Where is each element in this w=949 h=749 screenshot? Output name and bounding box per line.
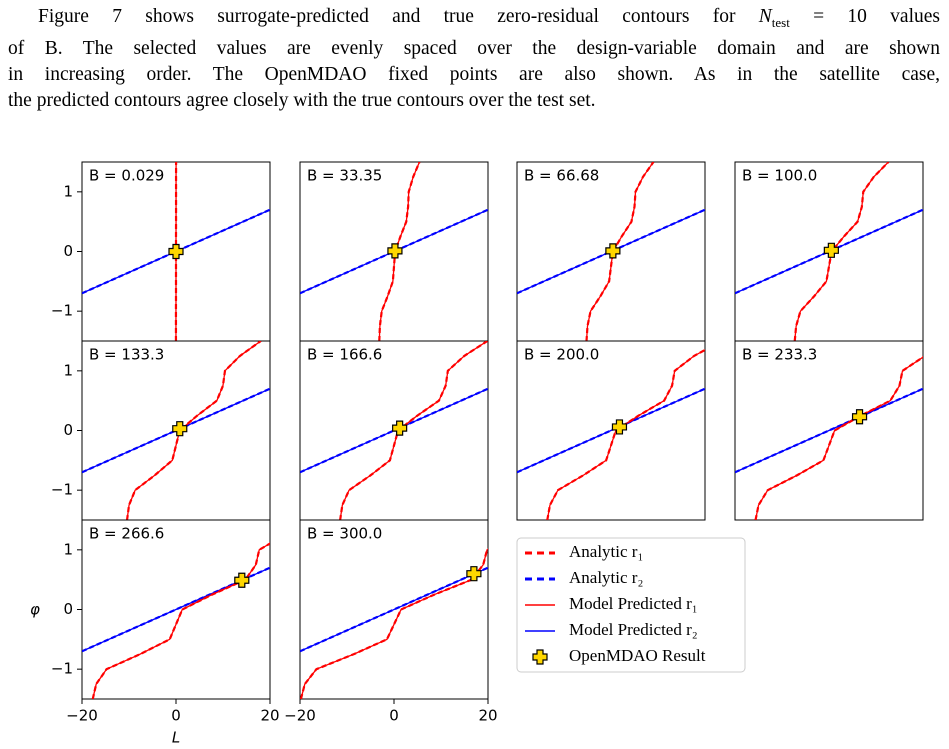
plot-area (517, 162, 705, 341)
y-tick-label: 1 (63, 361, 73, 379)
y-tick-label: 1 (63, 540, 73, 558)
y-tick-label: −1 (51, 660, 73, 678)
plot-area (82, 542, 270, 699)
fixed-point-marker (387, 243, 403, 259)
plot-area (82, 341, 270, 520)
fixed-point-marker (392, 420, 408, 436)
fixed-point-marker (168, 243, 184, 260)
fixed-point-marker (611, 419, 628, 435)
y-tick-label: 0 (63, 421, 73, 439)
fixed-point-marker (234, 572, 250, 588)
predicted-r1-line (92, 542, 270, 699)
plot-area (735, 355, 923, 520)
panel-title: B = 166.6 (307, 346, 382, 364)
panel: B = 233.3 (734, 340, 924, 521)
y-tick-label: −1 (51, 302, 73, 320)
y-tick-label: 0 (63, 600, 73, 618)
text-line: of B. The selected values are evenly spa… (8, 37, 940, 59)
panel-title: B = 300.0 (307, 525, 382, 543)
fixed-point-marker (605, 243, 621, 259)
panel: B = 66.68 (516, 161, 706, 342)
panel-title: B = 100.0 (742, 167, 817, 185)
y-tick-label: 0 (63, 242, 73, 260)
x-tick-label: 0 (171, 707, 181, 725)
legend-label: OpenMDAO Result (569, 646, 706, 665)
math-subscript: test (771, 14, 790, 30)
text: Figure 7 shows surrogate-predicted and t… (38, 6, 759, 27)
panel: B = 33.35 (299, 161, 489, 342)
predicted-r1-line (300, 548, 488, 699)
panel: B = 0.029 −1 0 1 (51, 161, 271, 342)
legend-label: Model Predicted r₁ (569, 594, 698, 613)
y-tick-label: 1 (63, 182, 73, 200)
x-axis-label: L (172, 729, 180, 747)
panel: B = 166.6 (299, 340, 489, 521)
legend-frame (516, 537, 746, 673)
panel-title: B = 133.3 (89, 346, 164, 364)
fixed-point-marker (823, 242, 839, 258)
plot-area (300, 341, 488, 520)
y-tick-label: −1 (51, 481, 73, 499)
plot-area (82, 162, 270, 341)
predicted-r2-line (300, 567, 488, 652)
x-tick-label: −20 (66, 707, 98, 725)
text: = 10 values (789, 6, 940, 27)
panel-title: B = 233.3 (742, 346, 817, 364)
panel: B = 100.0 (734, 161, 924, 342)
x-tick-label: 20 (260, 707, 279, 725)
predicted-r2-line (517, 388, 705, 473)
x-tick-label: 20 (478, 707, 497, 725)
fixed-point-marker (172, 421, 188, 437)
y-axis-label: φ (30, 601, 40, 619)
fixed-point-marker (466, 566, 482, 582)
panel: B = 133.3 −1 0 1 (51, 340, 271, 521)
x-tick-label: 0 (389, 707, 399, 725)
math-symbol: N (758, 6, 772, 27)
legend-label: Analytic r₁ (569, 542, 643, 561)
plot-area (300, 548, 488, 699)
x-tick-label: −20 (284, 707, 316, 725)
legend-label: Model Predicted r₂ (569, 620, 698, 639)
text-line: the predicted contours agree closely wit… (8, 89, 596, 111)
predicted-r1-line (754, 356, 923, 520)
plot-area (517, 348, 705, 520)
panel: B = 200.0 (516, 340, 706, 521)
panel-title: B = 33.35 (307, 167, 382, 185)
text-line: in increasing order. The OpenMDAO fixed … (8, 63, 940, 85)
text-line: Figure 7 shows surrogate-predicted and t… (8, 4, 940, 36)
legend-marker (532, 649, 548, 665)
plot-area (300, 162, 488, 341)
plot-area (735, 162, 923, 341)
panel: B = 266.6 −1 0 1 −20 0 20 (51, 519, 280, 725)
panel: B = 300.0 −20 0 20 (284, 519, 498, 725)
panel-title: B = 266.6 (89, 525, 164, 543)
paragraph: Figure 7 shows surrogate-predicted and t… (8, 4, 940, 114)
legend-label: Analytic r₂ (569, 568, 643, 587)
panel-title: B = 66.68 (524, 167, 599, 185)
panel-title: B = 0.029 (89, 167, 164, 185)
panel-title: B = 200.0 (524, 346, 599, 364)
fixed-point-marker (851, 409, 868, 425)
predicted-r2-line (735, 388, 923, 473)
